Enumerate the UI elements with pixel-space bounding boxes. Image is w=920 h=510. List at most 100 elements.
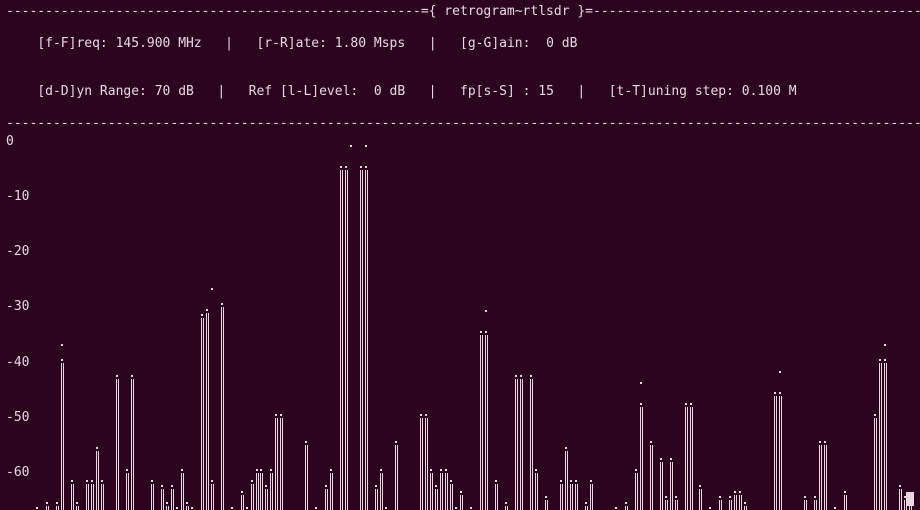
spectrum-peak-dot xyxy=(375,485,377,487)
spectrum-bar xyxy=(741,495,742,510)
spectrum-bar xyxy=(78,506,79,510)
spectrum-bar xyxy=(243,495,244,510)
spectrum-bar xyxy=(874,418,875,510)
spectrum-bar xyxy=(103,484,104,510)
spectrum-bar xyxy=(258,473,259,510)
spectrum-plot xyxy=(36,142,914,510)
spectrum-peak-dot xyxy=(260,469,262,471)
spectrum-bar xyxy=(173,489,174,510)
spectrum-peak-dot xyxy=(440,469,442,471)
spectrum-bar xyxy=(530,379,531,510)
y-tick-label: 0 xyxy=(6,134,36,150)
spectrum-bar xyxy=(280,418,281,510)
spectrum-peak-dot xyxy=(116,375,118,377)
spectrum-bar xyxy=(687,407,688,510)
spectrum-peak-dot xyxy=(879,359,881,361)
spectrum-peak-dot xyxy=(96,447,98,449)
spectrum-bar xyxy=(325,489,326,510)
spectrum-bar xyxy=(562,484,563,510)
spectrum-peak-dot xyxy=(590,480,592,482)
spectrum-peak-dot xyxy=(690,403,692,405)
spectrum-bar xyxy=(342,170,343,510)
spectrum-bar xyxy=(221,307,222,510)
spectrum-bar xyxy=(305,445,306,510)
spectrum-peak-dot xyxy=(340,166,342,168)
spectrum-bar xyxy=(211,484,212,510)
spectrum-peak-dot xyxy=(570,480,572,482)
spectrum-bar xyxy=(667,500,668,510)
spectrum-bar xyxy=(547,500,548,510)
spectrum-peak-dot xyxy=(455,507,457,509)
spectrum-peak-dot xyxy=(685,403,687,405)
spectrum-bar xyxy=(272,473,273,510)
spectrum-peak-dot xyxy=(61,359,63,361)
spectrum-bar xyxy=(131,379,132,510)
spectrum-peak-dot xyxy=(430,469,432,471)
fps-value: 15 xyxy=(538,84,554,99)
spectrum-bar xyxy=(362,170,363,510)
spectrum-peak-dot xyxy=(221,303,223,305)
spectrum-bar xyxy=(332,473,333,510)
spectrum-bar xyxy=(253,484,254,510)
spectrum-bar xyxy=(816,500,817,510)
spectrum-peak-dot xyxy=(670,458,672,460)
spectrum-peak-dot xyxy=(744,502,746,504)
spectrum-bar xyxy=(340,170,341,510)
spectrum-peak-dot xyxy=(385,507,387,509)
spectrum-peak-dot xyxy=(131,375,133,377)
spectrum-peak-dot xyxy=(899,485,901,487)
spectrum-bar xyxy=(652,445,653,510)
spectrum-peak-dot xyxy=(56,502,58,504)
spectrum-bar xyxy=(821,445,822,510)
spectrum-bar xyxy=(427,418,428,510)
spectrum-peak-dot xyxy=(460,491,462,493)
spectrum-bar xyxy=(262,473,263,510)
spectrum-peak-dot xyxy=(675,496,677,498)
spectrum-peak-dot xyxy=(176,507,178,509)
spectrum-peak-dot xyxy=(575,480,577,482)
spectrum-bar xyxy=(267,489,268,510)
spectrum-bar xyxy=(640,407,641,510)
spectrum-peak-dot xyxy=(734,491,736,493)
spectrum-bar xyxy=(537,473,538,510)
spectrum-bar xyxy=(330,473,331,510)
spectrum-peak-dot xyxy=(86,480,88,482)
spectrum-bar xyxy=(909,506,910,510)
spectrum-peak-dot xyxy=(450,480,452,482)
spectrum-peak-dot xyxy=(275,414,277,416)
tune-label: [t-T]uning step: xyxy=(609,84,734,99)
y-tick-label: -10 xyxy=(6,189,36,205)
spectrum-bar xyxy=(161,489,162,510)
spectrum-peak-dot xyxy=(470,507,472,509)
spectrum-bar xyxy=(450,484,451,510)
spectrum-bar xyxy=(879,363,880,510)
spectrum-peak-dot xyxy=(515,375,517,377)
spectrum-bar xyxy=(729,500,730,510)
spectrum-bar xyxy=(397,445,398,510)
spectrum-peak-dot xyxy=(665,496,667,498)
spectrum-bar xyxy=(677,500,678,510)
spectrum-peak-dot xyxy=(814,496,816,498)
spectrum-bar xyxy=(480,335,481,510)
spectrum-bar xyxy=(435,489,436,510)
freq-value: 145.900 MHz xyxy=(116,36,202,51)
spectrum-bar xyxy=(804,500,805,510)
spectrum-peak-dot xyxy=(256,469,258,471)
spectrum-peak-dot xyxy=(360,166,362,168)
spectrum-peak-dot xyxy=(874,414,876,416)
spectrum-bar xyxy=(58,506,59,510)
spectrum-bar xyxy=(88,484,89,510)
spectrum-bar xyxy=(577,484,578,510)
spectrum-bar xyxy=(520,379,521,510)
spectrum-peak-dot xyxy=(485,331,487,333)
header-row-2: [d-D]yn Range: 70 dB | Ref [l-L]evel: 0 … xyxy=(6,68,914,116)
spectrum-peak-dot xyxy=(201,314,203,316)
spectrum-peak-dot xyxy=(166,502,168,504)
spectrum-dot xyxy=(640,382,642,384)
spectrum-peak-dot xyxy=(779,392,781,394)
spectrum-bar xyxy=(327,489,328,510)
spectrum-bar xyxy=(270,473,271,510)
spectrum-peak-dot xyxy=(71,480,73,482)
spectrum-bar xyxy=(452,484,453,510)
spectrum-bar xyxy=(911,506,912,510)
